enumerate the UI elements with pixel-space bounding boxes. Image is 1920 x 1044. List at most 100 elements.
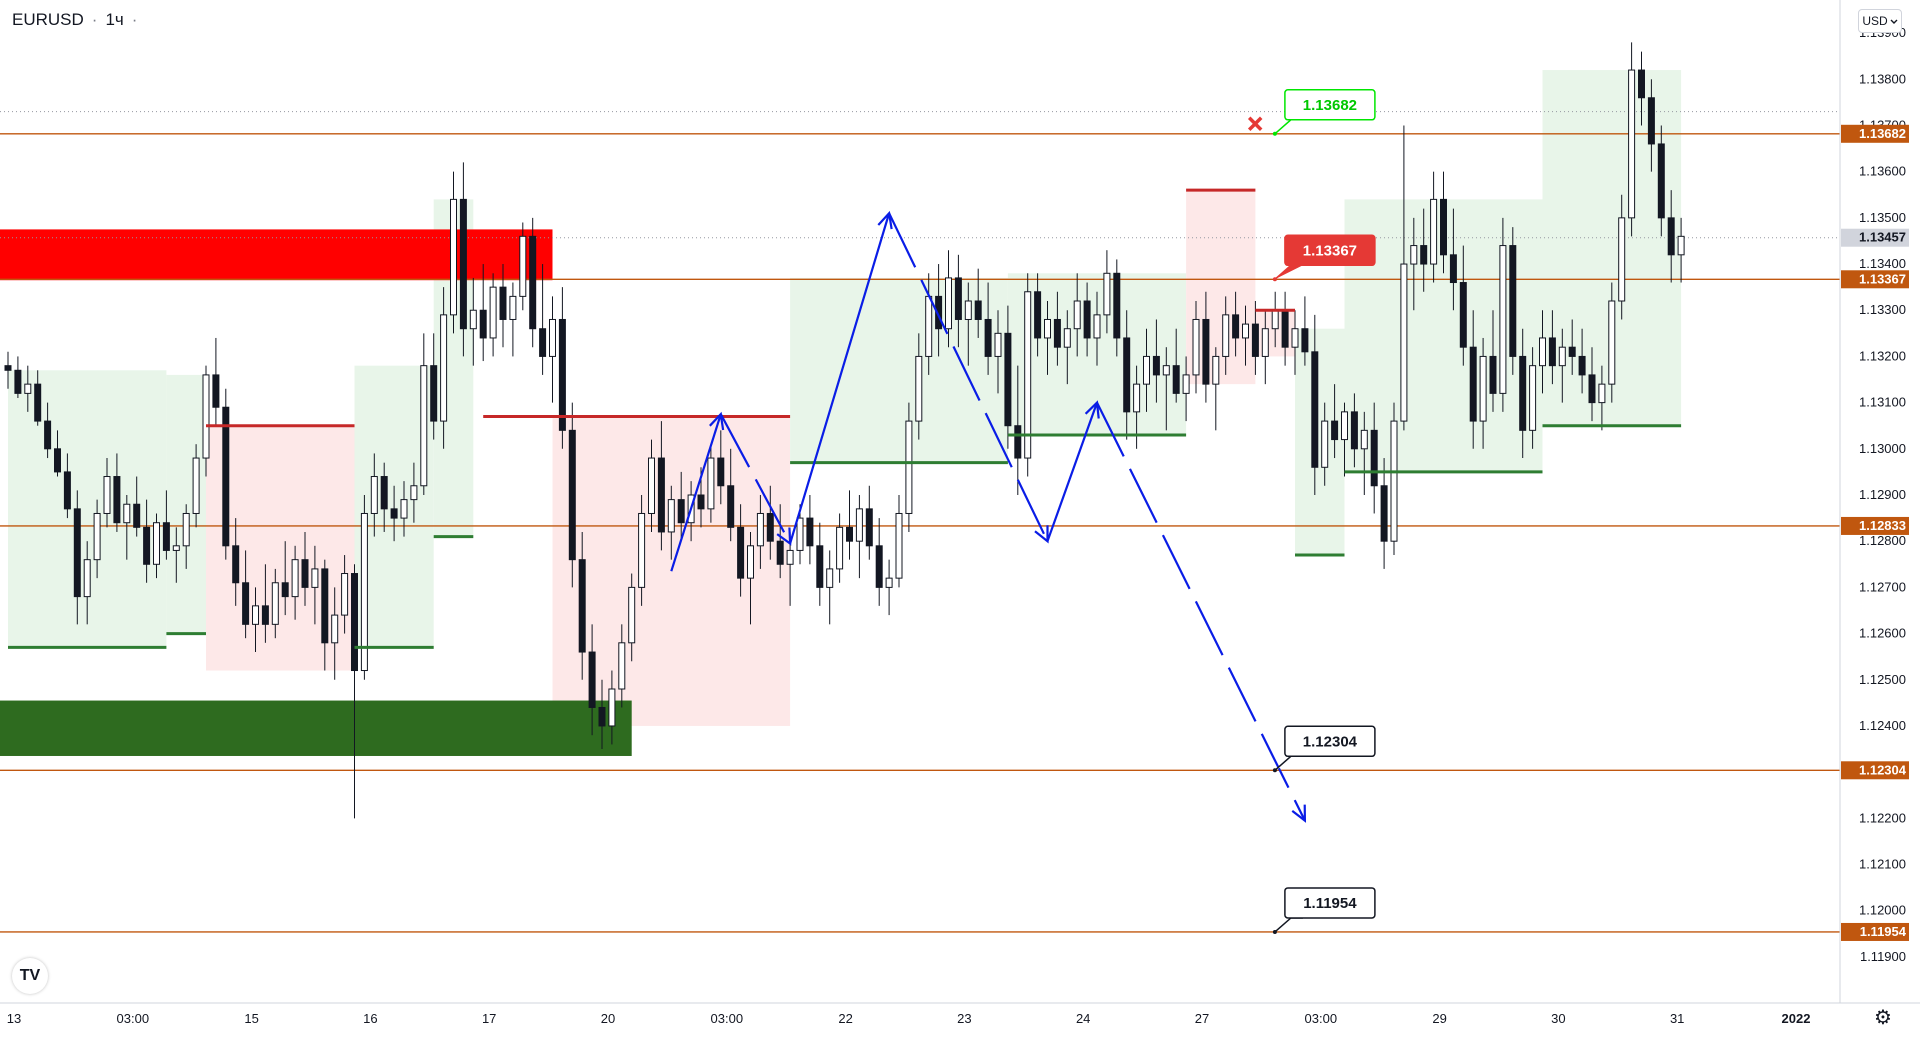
- candle-body: [34, 383, 42, 422]
- candle-body: [529, 235, 537, 330]
- candle-body: [182, 512, 190, 547]
- candle-body: [1024, 291, 1032, 459]
- candle-body: [875, 545, 883, 588]
- candle-body: [727, 485, 735, 528]
- projection-segment: [789, 212, 891, 544]
- candle: [1608, 282, 1616, 403]
- candle: [1558, 328, 1566, 403]
- candle: [73, 490, 81, 625]
- candle: [1321, 402, 1329, 486]
- candle-body: [895, 512, 903, 579]
- candle-body: [865, 508, 873, 547]
- candle: [984, 282, 992, 375]
- arrow-head: [1084, 400, 1100, 419]
- candle-body: [776, 540, 784, 565]
- price-level-tag: 1.12304: [1841, 761, 1909, 780]
- arrow-head: [776, 527, 792, 546]
- candle-body: [222, 406, 230, 547]
- candle: [311, 545, 319, 625]
- candle-body: [1568, 346, 1576, 357]
- time-tick-label: 23: [957, 1011, 971, 1026]
- price-axis[interactable]: 1.139001.138001.137001.136001.135001.134…: [1859, 25, 1906, 964]
- candle: [539, 264, 547, 375]
- candle: [63, 453, 71, 519]
- candle-body: [370, 476, 378, 514]
- candle-body: [1667, 217, 1675, 256]
- price-level-tag: 1.11954: [1841, 922, 1909, 941]
- candle: [489, 273, 497, 357]
- arrow-head: [709, 411, 725, 431]
- time-axis[interactable]: 13 03:00 15 16 17 20 03:00 22 23 24 27 03:00 29 30 31 2…: [7, 1011, 1811, 1026]
- projection-segment: [1046, 402, 1099, 542]
- candle-body: [1152, 355, 1160, 376]
- candle-body: [1588, 374, 1596, 404]
- time-tick-label: 13: [7, 1011, 21, 1026]
- interval-label: 1ч: [105, 10, 124, 29]
- candle-body: [410, 485, 418, 501]
- time-tick-label: 24: [1076, 1011, 1090, 1026]
- price-tick-label: 1.12200: [1859, 810, 1906, 825]
- price-tick-label: 1.12100: [1859, 857, 1906, 872]
- candle: [1053, 291, 1061, 366]
- candle: [212, 337, 220, 426]
- price-tag-label: 1.11954: [1860, 924, 1907, 939]
- candle-body: [1251, 323, 1259, 357]
- price-tick-label: 1.13400: [1859, 256, 1906, 271]
- candle: [34, 370, 42, 426]
- demand-zone: [0, 700, 632, 756]
- callout-box: [1284, 234, 1376, 267]
- price-tick-label: 1.12700: [1859, 579, 1906, 594]
- price-tick-label: 1.13600: [1859, 164, 1906, 179]
- price-callout: 1.12304: [1272, 725, 1376, 773]
- candle-body: [430, 365, 438, 422]
- candle-body: [638, 512, 646, 588]
- candle: [529, 217, 537, 348]
- candle: [806, 495, 814, 565]
- currency-select[interactable]: USD: [1858, 9, 1902, 33]
- candle-body: [1598, 383, 1606, 404]
- candle: [657, 421, 665, 551]
- price-tag-bg: [1841, 516, 1909, 535]
- candle-body: [1004, 332, 1012, 427]
- candle: [549, 296, 556, 403]
- candle-body: [1440, 198, 1447, 256]
- candle: [153, 513, 160, 579]
- candle: [321, 559, 329, 671]
- tradingview-logo-icon[interactable]: TV: [12, 958, 48, 994]
- time-tick-label: 31: [1670, 1011, 1684, 1026]
- candle-body: [1261, 328, 1269, 357]
- candle-body: [1044, 318, 1051, 339]
- candle-body: [1103, 272, 1111, 316]
- gear-icon[interactable]: ⚙: [1874, 1006, 1892, 1029]
- candle-body: [1360, 429, 1368, 450]
- symbol-name: EURUSD: [12, 10, 84, 29]
- candle: [182, 504, 190, 569]
- candle-body: [1242, 323, 1249, 339]
- candle: [1588, 347, 1596, 422]
- candle: [905, 402, 913, 532]
- candle-body: [14, 369, 22, 394]
- candle: [24, 365, 32, 412]
- candle-body: [1479, 355, 1487, 422]
- candle-body: [618, 642, 626, 690]
- symbol-header[interactable]: EURUSD · 1ч ·: [12, 10, 137, 30]
- candle: [1638, 51, 1645, 126]
- candle-body: [1509, 245, 1517, 357]
- candle-body: [440, 314, 448, 422]
- candle-body: [1657, 143, 1665, 219]
- supertrend-up-fill: [1295, 328, 1345, 556]
- candle-body: [1420, 245, 1428, 265]
- candle: [737, 504, 745, 597]
- candle: [1657, 125, 1665, 237]
- candle: [410, 462, 418, 523]
- candle: [93, 499, 101, 579]
- candle: [578, 531, 586, 680]
- candle: [1509, 227, 1517, 375]
- candle-body: [667, 499, 675, 533]
- candle: [1539, 310, 1546, 394]
- candle-body: [1212, 355, 1220, 385]
- candle-body: [1143, 355, 1150, 385]
- candle: [143, 499, 151, 583]
- time-tick-label: 30: [1551, 1011, 1565, 1026]
